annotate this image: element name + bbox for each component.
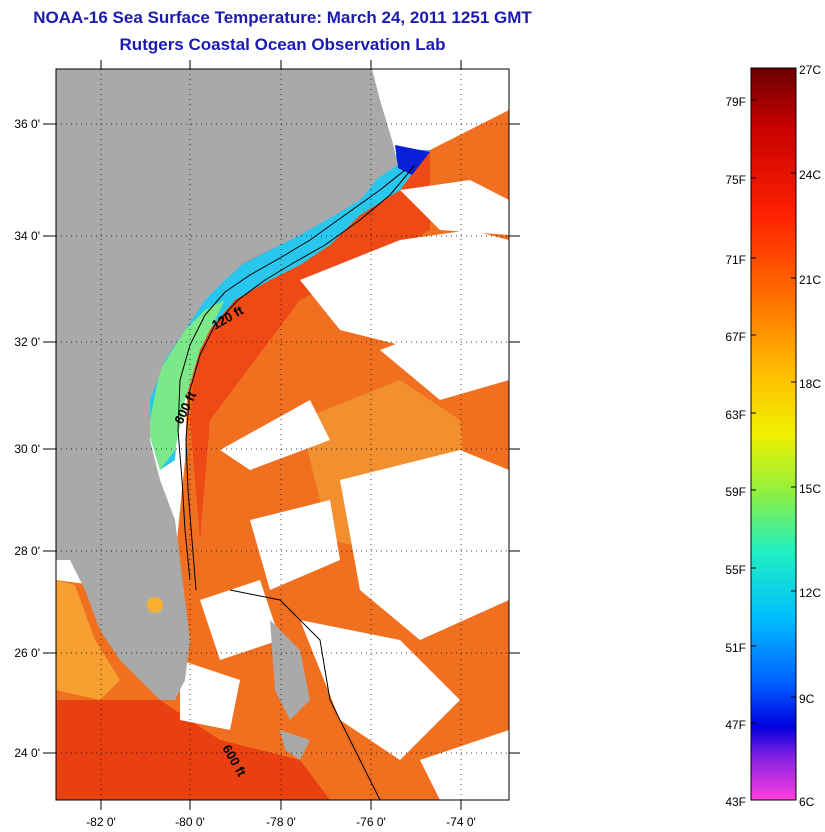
lat-label-26: 26 0' [14,646,40,660]
lake-okeechobee [147,597,163,613]
colorbar-c-21: 21C [799,273,821,287]
lat-label-34: 34 0' [14,229,40,243]
isobath-600ft [185,164,416,591]
shelf-cool-band [148,300,225,470]
isobath-120ft [177,169,406,581]
lat-label-24: 24 0' [14,746,40,760]
colorbar-f-55: 55F [725,563,746,577]
map-frame [55,68,510,801]
colorbar-c-12: 12C [799,586,821,600]
colorbar-f-75: 75F [725,173,746,187]
chesapeake-cold-patch [395,145,430,175]
lat-label-32: 32 0' [14,335,40,349]
graticule [56,69,509,800]
colorbar-f-59: 59F [725,485,746,499]
lon-label-74: -74 0' [446,815,476,829]
isobath-bahamas [229,589,381,800]
lon-label-80: -80 0' [175,815,205,829]
map-title: NOAA-16 Sea Surface Temperature: March 2… [33,8,532,27]
colorbar-f-51: 51F [725,641,746,655]
colorbar [750,67,797,801]
lon-label-82: -82 0' [86,815,116,829]
colorbar-c-24: 24C [799,168,821,182]
lat-label-36: 36 0' [14,117,40,131]
gulf-of-mexico-water [56,580,120,700]
colorbar-f-63: 63F [725,408,746,422]
lat-label-28: 28 0' [14,544,40,558]
colorbar-f-43: 43F [725,795,746,809]
colorbar-c-27: 27C [799,63,821,77]
warm-core-band [190,150,430,540]
colorbar-c-6: 6C [799,795,815,809]
colorbar-f-79: 79F [725,95,746,109]
map-subtitle: Rutgers Coastal Ocean Observation Lab [119,35,446,54]
lon-label-76: -76 0' [356,815,386,829]
map-image: 120 ft 600 ft 600 ft [56,69,509,800]
lat-label-30: 30 0' [14,442,40,456]
colorbar-c-9: 9C [799,692,815,706]
colorbar-f-47: 47F [725,718,746,732]
lon-label-78: -78 0' [266,815,296,829]
colorbar-ticks [751,99,796,724]
colorbar-f-67: 67F [725,330,746,344]
colorbar-f-71: 71F [725,253,746,267]
us-southeast-landmass [56,69,398,700]
colorbar-c-18: 18C [799,377,821,391]
cloud-cover [180,180,509,800]
colorbar-c-15: 15C [799,482,821,496]
bahamas-andros [270,620,310,720]
florida-straits-water [56,700,330,800]
bahamas-island [280,730,310,760]
frame-ticks [43,60,520,810]
